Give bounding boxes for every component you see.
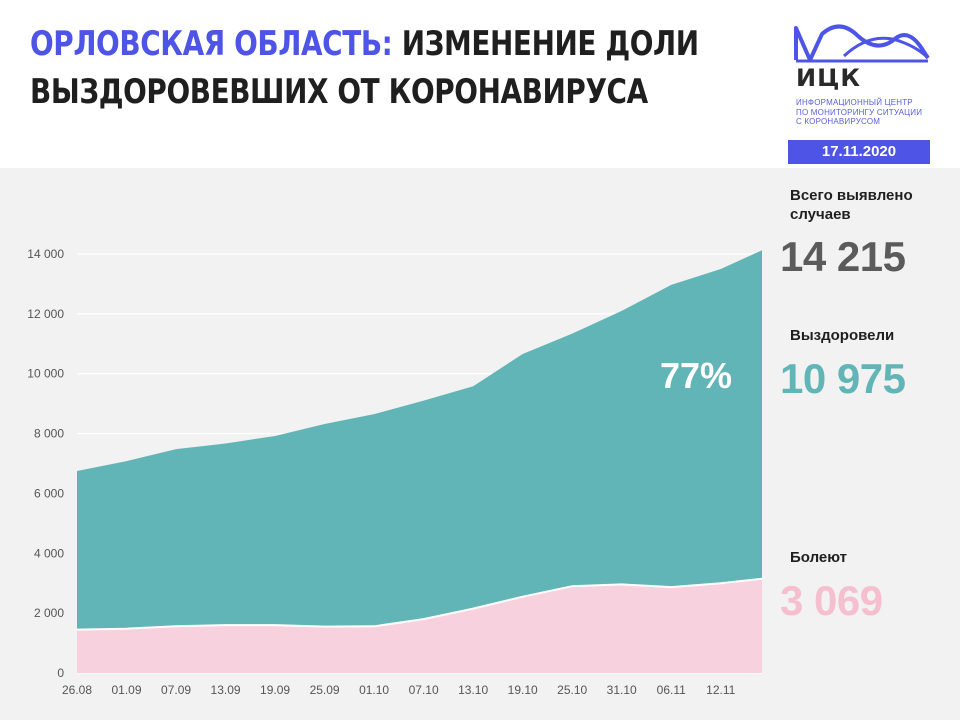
recovered-value: 10 975 [780, 355, 906, 402]
chart-panel: 0 2 000 4 000 6 000 8 000 10 000 12 000 14 000 2… [0, 168, 960, 720]
total-cases-label: Всего выявлено случаев [790, 187, 913, 223]
date-badge: 17.11.2020 [788, 140, 930, 164]
logo-subtitle: ИНФОРМАЦИОННЫЙ ЦЕНТР ПО МОНИТОРИНГУ СИТУ… [796, 98, 936, 127]
series-area-sick [77, 578, 762, 673]
y-tick-label: 14 000 [27, 247, 64, 261]
logo-subtitle-line: ИНФОРМАЦИОННЫЙ ЦЕНТР [796, 98, 913, 107]
title-line2: ВЫЗДОРОВЕВШИХ ОТ КОРОНАВИРУСА [30, 72, 648, 112]
recovery-share-annotation: 77% [660, 355, 732, 396]
x-tick-label: 07.10 [409, 683, 439, 697]
x-tick-label: 25.09 [310, 683, 340, 697]
logo-subtitle-line: С КОРОНАВИРУСОМ [796, 117, 881, 126]
x-tick-label: 01.10 [359, 683, 389, 697]
sick-boundary-line [76, 577, 763, 631]
x-tick-label: 31.10 [607, 683, 637, 697]
x-tick-label: 13.09 [211, 683, 241, 697]
y-tick-label: 0 [57, 666, 64, 680]
title-region: ОРЛОВСКАЯ ОБЛАСТЬ: [30, 24, 393, 64]
x-tick-label: 19.09 [260, 683, 290, 697]
recovered-label: Выздоровели [790, 327, 895, 344]
y-tick-label: 12 000 [27, 307, 64, 321]
y-tick-label: 2 000 [34, 606, 64, 620]
x-tick-label: 19.10 [508, 683, 538, 697]
area-chart: 0 2 000 4 000 6 000 8 000 10 000 12 000 14 000 2… [27, 247, 763, 697]
x-tick-label: 01.09 [112, 683, 142, 697]
title-line1: ИЗМЕНЕНИЕ ДОЛИ [392, 24, 699, 64]
y-tick-label: 8 000 [34, 427, 64, 441]
x-tick-label: 07.09 [161, 683, 191, 697]
y-tick-label: 10 000 [27, 367, 64, 381]
y-tick-label: 4 000 [34, 546, 64, 560]
x-tick-label: 25.10 [557, 683, 587, 697]
x-tick-label: 12.11 [706, 683, 735, 697]
logo-mark-icon [794, 24, 930, 63]
y-tick-label: 6 000 [34, 486, 64, 500]
logo-subtitle-line: ПО МОНИТОРИНГУ СИТУАЦИИ [796, 107, 923, 117]
logo: ИЦК ИНФОРМАЦИОННЫЙ ЦЕНТР ПО МОНИТОРИНГУ … [792, 20, 932, 126]
sick-value: 3 069 [780, 577, 883, 624]
total-cases-value: 14 215 [780, 233, 906, 280]
sick-label: Болеют [790, 549, 848, 566]
x-tick-label: 26.08 [62, 683, 92, 697]
x-tick-label: 06.11 [657, 683, 686, 697]
x-tick-label: 13.10 [458, 683, 488, 697]
logo-name: ИЦК [796, 64, 861, 92]
page-title: ОРЛОВСКАЯ ОБЛАСТЬ: ИЗМЕНЕНИЕ ДОЛИ ВЫЗДОР… [30, 20, 699, 116]
series-area-recovered [77, 250, 762, 630]
